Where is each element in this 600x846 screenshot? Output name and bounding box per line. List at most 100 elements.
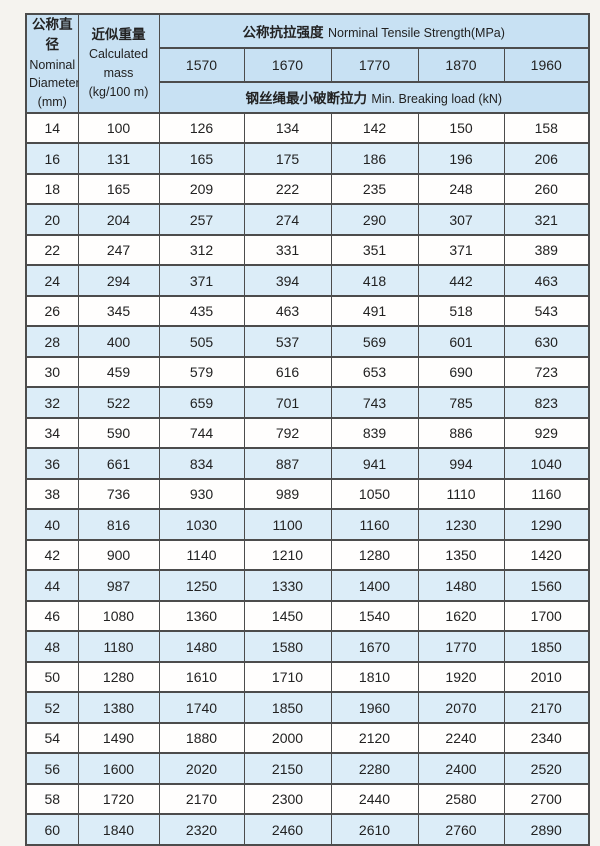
mass-cell: 247 — [77, 233, 160, 267]
tensile-grade-header: 1960 — [503, 47, 590, 83]
breaking-load-cell: 1360 — [158, 599, 245, 633]
breaking-load-cell: 1480 — [158, 630, 245, 663]
mass-cell: 1080 — [77, 599, 160, 633]
breaking-load-cell: 537 — [243, 325, 332, 358]
breaking-load-cell: 2890 — [503, 813, 590, 846]
breaking-load-cell: 2010 — [503, 660, 590, 694]
breaking-load-cell: 1210 — [243, 538, 332, 572]
breaking-load-cell: 989 — [243, 477, 332, 511]
calculated-mass-header: 近似重量 Calculated mass (kg/100 m) — [77, 13, 160, 114]
spec-sheet-page: 公称直径 Nominal Diameter (mm) 近似重量 Calculat… — [25, 12, 590, 846]
breaking-load-cell: 543 — [503, 294, 590, 328]
table-row: 14 100 126 134 142 150 158 — [25, 111, 590, 145]
breaking-load-cell: 2400 — [417, 752, 505, 785]
mass-cell: 522 — [77, 386, 160, 419]
calculated-mass-header-en1: Calculated — [88, 47, 149, 62]
breaking-load-cell: 792 — [243, 416, 332, 450]
diameter-cell: 46 — [25, 599, 79, 633]
nominal-diameter-header-en2: Diameter — [29, 76, 78, 91]
breaking-load-header: 钢丝绳最小破断拉力 Min. Breaking load (kN) — [158, 80, 590, 114]
breaking-load-cell: 941 — [330, 447, 419, 480]
breaking-load-cell: 1400 — [330, 569, 419, 602]
mass-cell: 1600 — [77, 752, 160, 785]
breaking-load-cell: 463 — [503, 264, 590, 297]
mass-cell: 661 — [77, 447, 160, 480]
breaking-load-cell: 834 — [158, 447, 245, 480]
breaking-load-cell: 2240 — [417, 721, 505, 755]
diameter-cell: 18 — [25, 172, 79, 206]
diameter-cell: 44 — [25, 569, 79, 602]
breaking-load-cell: 371 — [417, 233, 505, 267]
mass-cell: 131 — [77, 142, 160, 175]
breaking-load-cell: 186 — [330, 142, 419, 175]
breaking-load-cell: 2020 — [158, 752, 245, 785]
breaking-load-cell: 134 — [243, 111, 332, 145]
table-row: 54 1490 1880 2000 2120 2240 2340 — [25, 721, 590, 755]
diameter-cell: 32 — [25, 386, 79, 419]
table-row: 44 987 1250 1330 1400 1480 1560 — [25, 569, 590, 602]
breaking-load-cell: 1620 — [417, 599, 505, 633]
table-row: 26 345 435 463 491 518 543 — [25, 294, 590, 328]
wire-rope-spec-table: 公称直径 Nominal Diameter (mm) 近似重量 Calculat… — [25, 12, 590, 846]
diameter-cell: 60 — [25, 813, 79, 846]
breaking-load-cell: 505 — [158, 325, 245, 358]
table-row: 16 131 165 175 186 196 206 — [25, 142, 590, 175]
breaking-load-cell: 150 — [417, 111, 505, 145]
breaking-load-cell: 1480 — [417, 569, 505, 602]
diameter-cell: 24 — [25, 264, 79, 297]
diameter-cell: 42 — [25, 538, 79, 572]
breaking-load-cell: 196 — [417, 142, 505, 175]
breaking-load-cell: 165 — [158, 142, 245, 175]
table-row: 60 1840 2320 2460 2610 2760 2890 — [25, 813, 590, 846]
mass-cell: 736 — [77, 477, 160, 511]
mass-cell: 1490 — [77, 721, 160, 755]
breaking-load-cell: 389 — [503, 233, 590, 267]
breaking-load-cell: 1160 — [503, 477, 590, 511]
mass-cell: 400 — [77, 325, 160, 358]
breaking-load-cell: 994 — [417, 447, 505, 480]
breaking-load-cell: 257 — [158, 203, 245, 236]
breaking-load-cell: 1290 — [503, 508, 590, 541]
diameter-cell: 30 — [25, 355, 79, 389]
breaking-load-cell: 1160 — [330, 508, 419, 541]
breaking-load-cell: 435 — [158, 294, 245, 328]
breaking-load-cell: 1920 — [417, 660, 505, 694]
nominal-diameter-header-unit: (mm) — [37, 95, 67, 109]
breaking-load-cell: 2760 — [417, 813, 505, 846]
breaking-load-cell: 2150 — [243, 752, 332, 785]
breaking-load-cell: 1810 — [330, 660, 419, 694]
breaking-load-cell: 2340 — [503, 721, 590, 755]
breaking-load-cell: 1330 — [243, 569, 332, 602]
breaking-load-cell: 1850 — [243, 691, 332, 724]
nominal-diameter-header-zh: 公称直径 — [32, 17, 73, 53]
breaking-load-cell: 579 — [158, 355, 245, 389]
mass-cell: 100 — [77, 111, 160, 145]
diameter-cell: 16 — [25, 142, 79, 175]
breaking-load-cell: 158 — [503, 111, 590, 145]
table-row: 24 294 371 394 418 442 463 — [25, 264, 590, 297]
table-row: 28 400 505 537 569 601 630 — [25, 325, 590, 358]
table-row: 40 816 1030 1100 1160 1230 1290 — [25, 508, 590, 541]
breaking-load-cell: 1580 — [243, 630, 332, 663]
breaking-load-cell: 463 — [243, 294, 332, 328]
breaking-load-cell: 1040 — [503, 447, 590, 480]
breaking-load-cell: 260 — [503, 172, 590, 206]
breaking-load-cell: 2120 — [330, 721, 419, 755]
breaking-load-cell: 1110 — [417, 477, 505, 511]
diameter-cell: 22 — [25, 233, 79, 267]
breaking-load-cell: 1420 — [503, 538, 590, 572]
breaking-load-cell: 126 — [158, 111, 245, 145]
breaking-load-cell: 2440 — [330, 782, 419, 816]
breaking-load-header-zh: 钢丝绳最小破断拉力 — [245, 90, 367, 106]
breaking-load-cell: 653 — [330, 355, 419, 389]
breaking-load-cell: 290 — [330, 203, 419, 236]
tensile-grade-header: 1570 — [158, 47, 245, 83]
calculated-mass-header-unit: (kg/100 m) — [88, 84, 149, 99]
breaking-load-cell: 929 — [503, 416, 590, 450]
breaking-load-cell: 2700 — [503, 782, 590, 816]
breaking-load-cell: 701 — [243, 386, 332, 419]
breaking-load-cell: 209 — [158, 172, 245, 206]
breaking-load-cell: 723 — [503, 355, 590, 389]
diameter-cell: 54 — [25, 721, 79, 755]
breaking-load-cell: 785 — [417, 386, 505, 419]
